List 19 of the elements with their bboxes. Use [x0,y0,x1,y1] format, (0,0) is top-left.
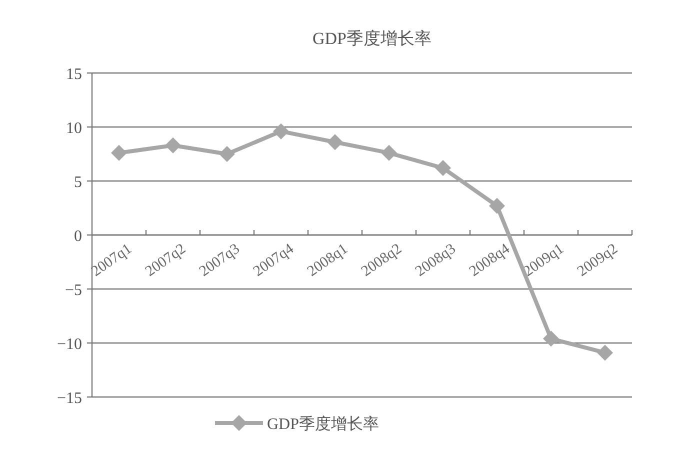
point [597,344,613,361]
point [273,123,289,140]
y-tick-label: 5 [74,174,82,191]
y-tick-label: 0 [74,228,82,245]
point [327,134,343,150]
y-tick-label: −10 [56,336,82,353]
point [111,144,127,161]
point [543,330,559,347]
point [381,144,397,161]
y-tick-label: 10 [66,120,82,137]
y-tick-label: −15 [56,390,82,407]
point [219,146,235,162]
chart-title: GDP季度增长率 [312,29,432,48]
point [489,198,505,214]
point [435,160,451,176]
y-tick-label: −5 [64,282,82,299]
point [165,137,181,154]
legend-label: GDP季度增长率 [267,415,380,433]
y-tick-label: 15 [66,66,82,83]
